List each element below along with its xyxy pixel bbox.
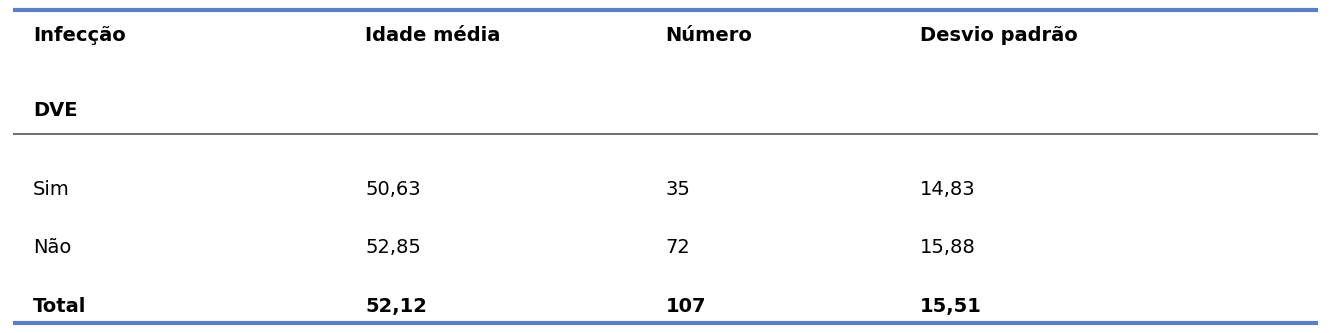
Text: 52,85: 52,85 <box>366 238 422 257</box>
Text: 35: 35 <box>666 179 691 198</box>
Text: 50,63: 50,63 <box>366 179 421 198</box>
Text: 107: 107 <box>666 297 705 316</box>
Text: 14,83: 14,83 <box>920 179 976 198</box>
Text: Número: Número <box>666 26 752 45</box>
Text: Sim: Sim <box>33 179 69 198</box>
Text: 15,88: 15,88 <box>920 238 976 257</box>
Text: Infecção: Infecção <box>33 26 125 45</box>
Text: 52,12: 52,12 <box>366 297 427 316</box>
Text: 15,51: 15,51 <box>920 297 982 316</box>
Text: DVE: DVE <box>33 101 77 120</box>
Text: Não: Não <box>33 238 72 257</box>
Text: Total: Total <box>33 297 87 316</box>
Text: Idade média: Idade média <box>366 26 500 45</box>
Text: Desvio padrão: Desvio padrão <box>920 26 1078 45</box>
Text: 72: 72 <box>666 238 691 257</box>
